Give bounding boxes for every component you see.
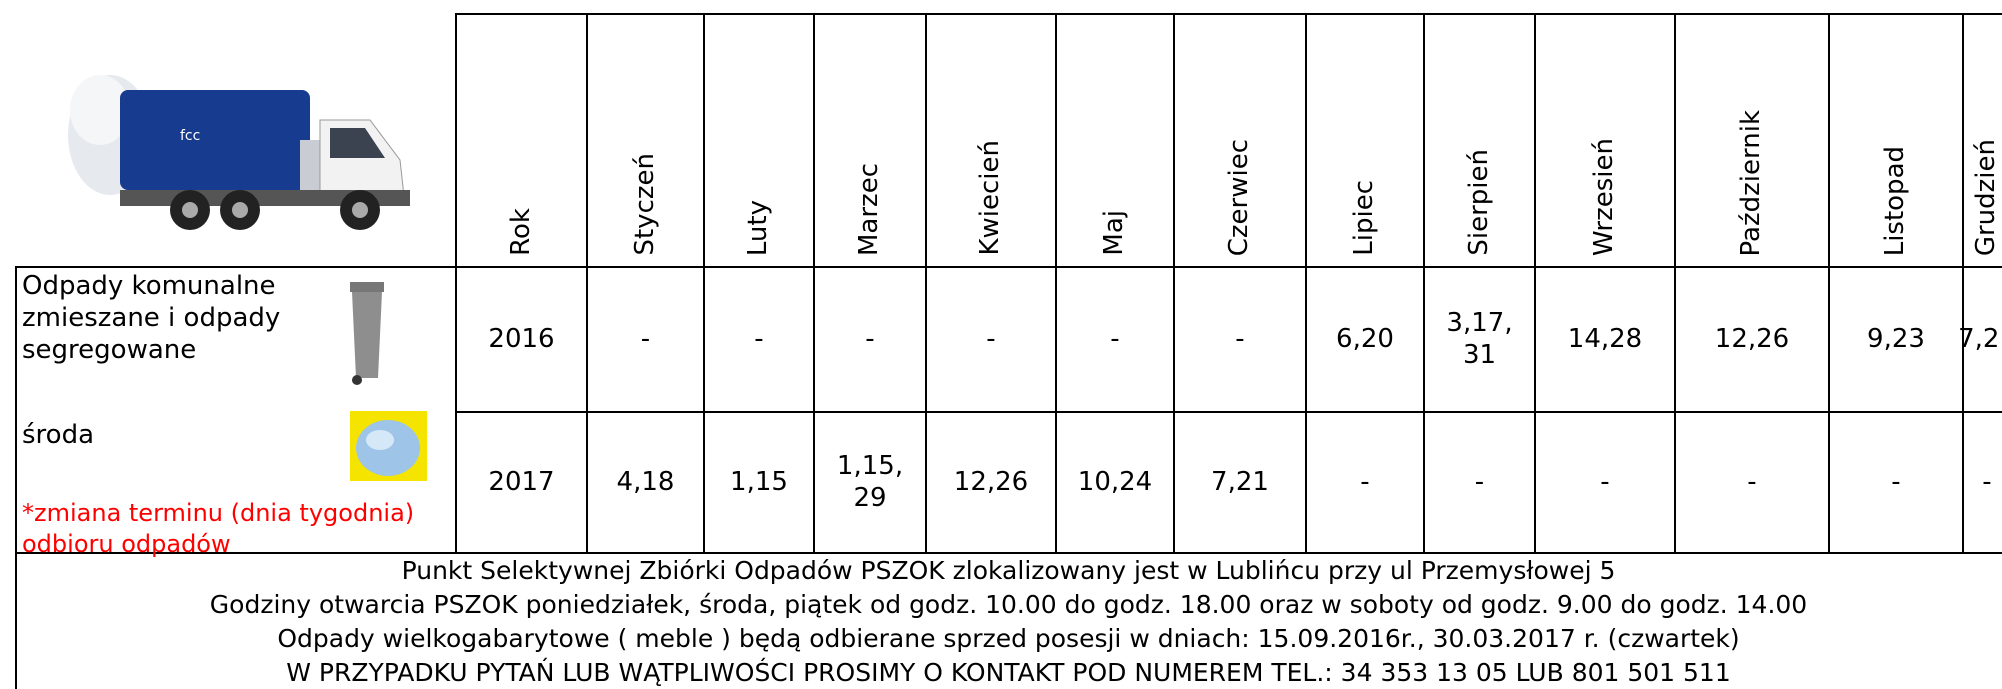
column-header-text: Kwiecień [975, 140, 1005, 256]
column-header-text: Maj [1099, 210, 1129, 256]
waste-type: Odpady komunalne zmieszane i odpady segr… [22, 270, 322, 366]
footer-line: Godziny otwarcia PSZOK poniedziałek, śro… [15, 590, 2002, 619]
table-cell: 3,17, 31 [1429, 266, 1530, 411]
table-cell: - [1061, 266, 1169, 411]
table-cell: 6,20 [1311, 266, 1419, 411]
footer-line: Odpady wielkogabarytowe ( meble ) będą o… [15, 624, 2002, 653]
table-cell: - [1179, 266, 1301, 411]
table-cell: - [592, 266, 699, 411]
table-cell: 2016 [461, 266, 582, 411]
table-cell: - [931, 266, 1051, 411]
column-header-text: Październik [1736, 110, 1766, 256]
table-cell: 14,28 [1540, 266, 1670, 411]
bin-icon [350, 282, 384, 385]
page: fcc Rok Styczeń Luty Marzec Kwiecień Maj Czerw… [0, 0, 2002, 689]
column-header: Październik [1674, 13, 1828, 266]
table-cell: - [1311, 411, 1419, 552]
column-header: Kwiecień [925, 13, 1055, 266]
table-cell: 1,15, 29 [819, 411, 921, 552]
column-header-text: Lipiec [1349, 180, 1379, 256]
table-cell: - [1680, 411, 1824, 552]
table-cell: - [819, 266, 921, 411]
footer-line: Punkt Selektywnej Zbiórki Odpadów PSZOK … [15, 556, 2002, 585]
garbage-truck: fcc [68, 75, 410, 230]
table-cell: 1,15 [709, 411, 809, 552]
column-header: Luty [703, 13, 813, 266]
footer-line: W PRZYPADKU PYTAŃ LUB WĄTPLIWOŚCI PROSIM… [15, 658, 2002, 687]
collection-day: środa [22, 420, 94, 450]
table-cell: - [709, 266, 809, 411]
column-header-text: Wrzesień [1589, 138, 1619, 256]
table-cell: 12,26 [1680, 266, 1824, 411]
table-cell: 9,23 [1834, 266, 1958, 411]
column-header: Czerwiec [1173, 13, 1305, 266]
column-header-text: Rok [506, 208, 536, 256]
table-cell: - [1834, 411, 1958, 552]
svg-text:fcc: fcc [180, 128, 200, 144]
column-header: Grudzień [1962, 13, 2002, 266]
column-header-text: Listopad [1880, 146, 1910, 256]
column-header-text: Marzec [854, 163, 884, 256]
table-cell: 12,26 [931, 411, 1051, 552]
column-header: Rok [455, 13, 586, 266]
table-cell: 4,18 [592, 411, 699, 552]
table-cell: 10,24 [1061, 411, 1169, 552]
column-header: Sierpień [1423, 13, 1534, 266]
column-header: Lipiec [1305, 13, 1423, 266]
column-header: Marzec [813, 13, 925, 266]
column-header: Styczeń [586, 13, 703, 266]
column-header: Wrzesień [1534, 13, 1674, 266]
table-cell: - [1429, 411, 1530, 552]
table-cell: - [1540, 411, 1670, 552]
table-cell: - [1968, 411, 2002, 552]
table-cell: 2017 [461, 411, 582, 552]
column-header-text: Grudzień [1971, 139, 2001, 256]
column-header: Maj [1055, 13, 1173, 266]
column-header: Listopad [1828, 13, 1962, 266]
column-header-text: Styczeń [630, 153, 660, 256]
table-cell: 7,21 [1179, 411, 1301, 552]
bottles-icon [350, 411, 427, 481]
column-header-text: Sierpień [1464, 149, 1494, 256]
column-header-text: Luty [743, 200, 773, 256]
table-cell: 7,21 [1968, 266, 2002, 411]
column-header-text: Czerwiec [1224, 139, 1254, 256]
change-note: *zmiana terminu (dnia tygodnia) odbioru … [22, 498, 442, 560]
